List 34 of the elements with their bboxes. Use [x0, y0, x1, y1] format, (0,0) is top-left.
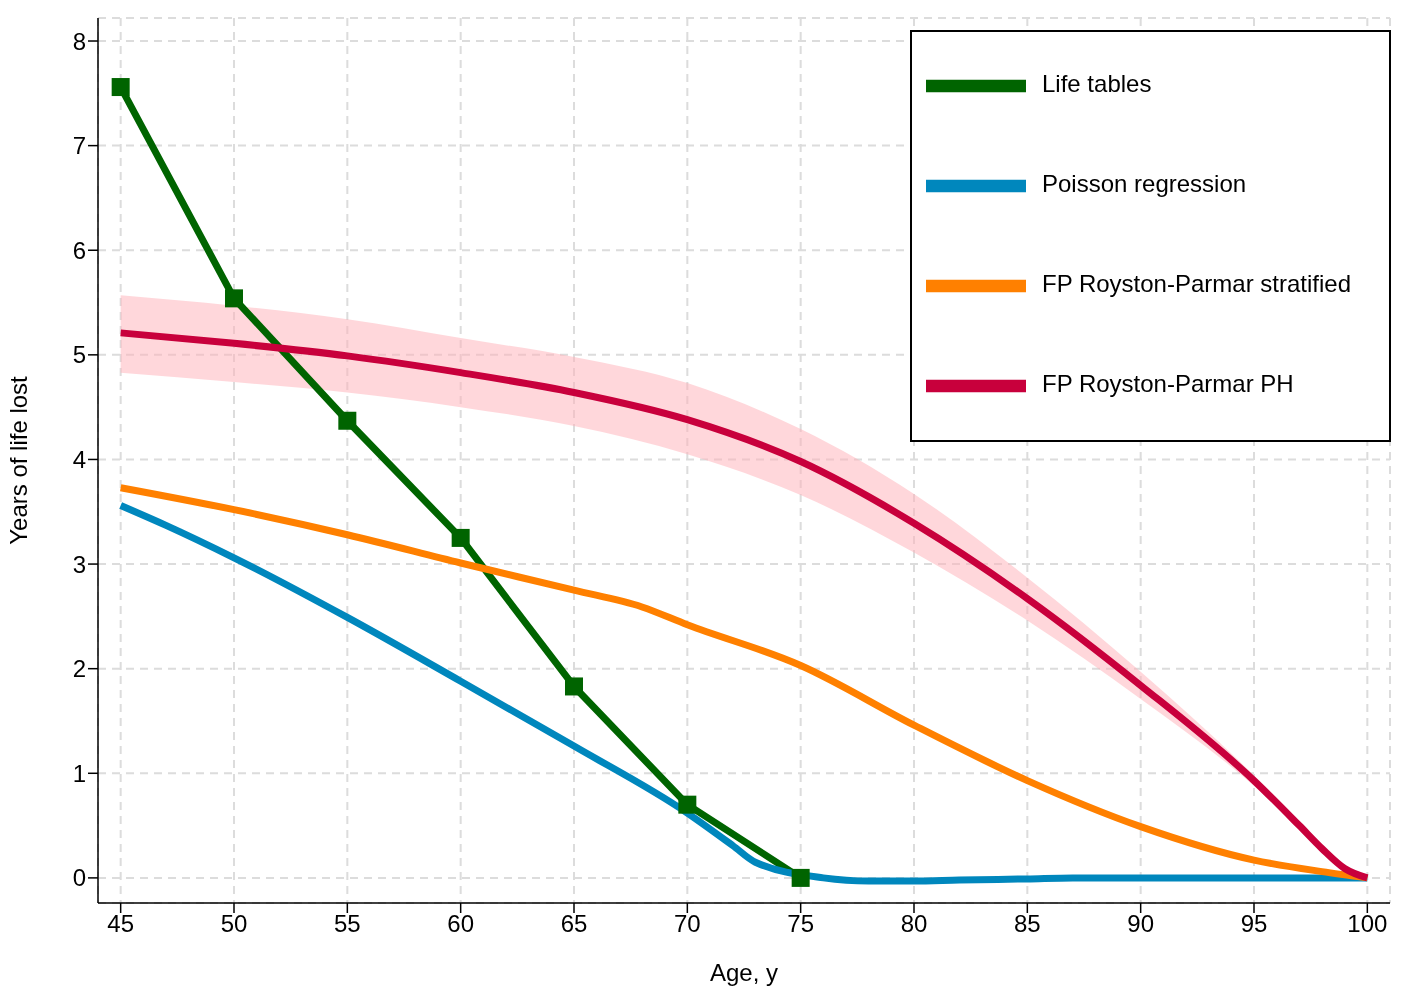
- x-tick-label: 85: [1013, 910, 1041, 938]
- y-tick-label: 5: [72, 341, 86, 369]
- y-axis-title: Years of life lost: [4, 375, 32, 545]
- x-axis-title: Age, y: [709, 959, 779, 986]
- x-tick-label: 60: [447, 910, 475, 938]
- x-tick-label: 95: [1240, 910, 1268, 938]
- y-tick-label: 0: [72, 864, 86, 892]
- point: [678, 795, 697, 814]
- x-tick-label: 65: [560, 910, 588, 938]
- y-tick-label: 3: [72, 550, 86, 578]
- x-tick-label: 80: [900, 910, 928, 938]
- x-tick-label: 45: [107, 910, 135, 938]
- point: [111, 78, 130, 97]
- x-tick-label: 90: [1127, 910, 1155, 938]
- legend-label: FP Royston-Parmar PH: [1042, 370, 1294, 398]
- x-tick-label: 55: [333, 910, 361, 938]
- point: [451, 528, 470, 547]
- legend-label: Life tables: [1042, 70, 1152, 98]
- legend-label: Poisson regression: [1042, 170, 1247, 198]
- point: [565, 677, 583, 696]
- x-tick-label: 70: [673, 910, 701, 938]
- y-tick-label: 8: [72, 27, 86, 55]
- x-tick-label: 75: [787, 910, 815, 938]
- y-tick-label: 6: [72, 236, 86, 264]
- point: [338, 411, 357, 430]
- x-tick-label: 50: [220, 910, 248, 938]
- point: [225, 289, 243, 308]
- y-tick-label: 4: [72, 445, 86, 473]
- y-tick-label: 7: [72, 132, 86, 160]
- y-tick-label: 1: [72, 759, 86, 787]
- y-tick-label: 2: [72, 655, 86, 683]
- x-tick-label: 100: [1347, 910, 1388, 938]
- point: [791, 868, 810, 887]
- legend-label: FP Royston-Parmar stratified: [1042, 270, 1351, 298]
